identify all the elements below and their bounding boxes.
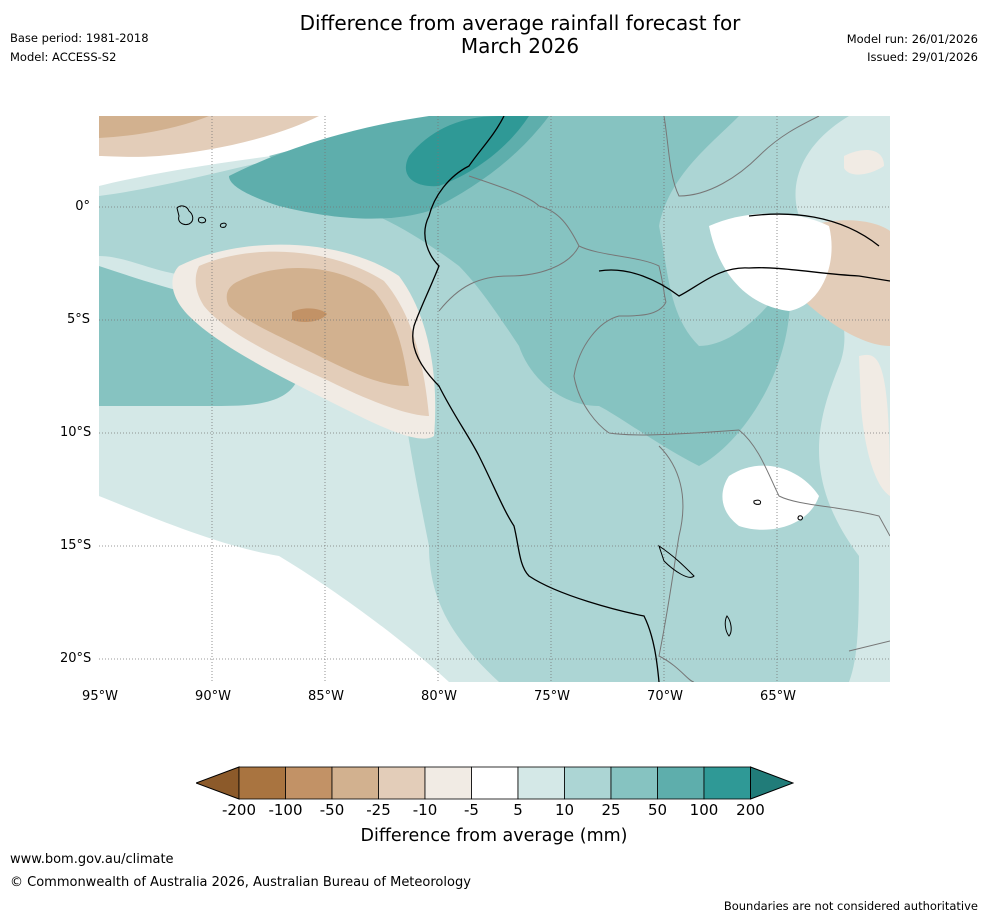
galapagos-islands (176, 205, 227, 228)
base-period-text: Base period: 1981-2018 (10, 31, 149, 45)
legend-swatch (238, 766, 286, 800)
legend-tick-label: -10 (412, 801, 438, 819)
x-tick-label: 65°W (760, 689, 796, 704)
legend-colorbar (196, 766, 794, 800)
x-tick-label: 90°W (195, 689, 231, 704)
map-title-line1: Difference from average rainfall forecas… (299, 11, 741, 35)
model-text: Model: ACCESS-S2 (10, 50, 117, 64)
y-tick-label: 0° (75, 199, 90, 214)
legend-tick-label: 5 (513, 801, 523, 819)
legend-tick-label: 200 (736, 801, 765, 819)
copyright-text: © Commonwealth of Australia 2026, Austra… (10, 875, 471, 890)
x-tick-label: 80°W (421, 689, 457, 704)
contour-white-south (722, 465, 819, 530)
model-run-text: Model run: 26/01/2026 (846, 32, 978, 46)
legend-swatch (657, 766, 705, 800)
x-tick-label: 75°W (534, 689, 570, 704)
bom-url-link[interactable]: www.bom.gov.au/climate (10, 852, 174, 867)
y-tick-label: 15°S (60, 538, 92, 553)
legend-arrow-high (750, 766, 794, 800)
map-title-line2: March 2026 (460, 34, 580, 58)
coastline (412, 116, 890, 682)
rainfall-map-svg (99, 116, 890, 682)
contour-neg50-neg100 (292, 308, 327, 322)
legend-tick-label: 50 (647, 801, 668, 819)
issued-text: Issued: 29/01/2026 (867, 50, 978, 64)
legend-tick-label: -25 (366, 801, 391, 819)
legend-swatch (378, 766, 426, 800)
y-tick-label: 5°S (66, 312, 90, 327)
legend-swatch (564, 766, 612, 800)
contour-white-east (709, 213, 832, 311)
legend-arrow-low (196, 766, 240, 800)
legend-tick-label: -50 (319, 801, 345, 819)
legend-tick-label: -5 (464, 801, 479, 819)
y-tick-label: 20°S (60, 651, 92, 666)
legend-swatch (703, 766, 751, 800)
legend-tick-label: 25 (601, 801, 621, 819)
contour-right-dry3 (844, 150, 884, 175)
legend-tick-label: -100 (268, 801, 303, 819)
legend-swatch (471, 766, 519, 800)
x-tick-label: 95°W (82, 689, 118, 704)
legend-swatch (331, 766, 379, 800)
x-tick-label: 85°W (308, 689, 344, 704)
map-title: Difference from average rainfall forecas… (220, 12, 820, 58)
rainfall-map (99, 116, 890, 682)
legend-swatch (285, 766, 333, 800)
contour-topleft-dry2 (99, 116, 209, 138)
legend-swatch (610, 766, 658, 800)
legend-tick-label: 100 (689, 801, 719, 819)
disclaimer-text: Boundaries are not considered authoritat… (723, 899, 978, 913)
legend-title: Difference from average (mm) (360, 826, 628, 846)
contour-100-200 (405, 116, 529, 187)
legend-swatch (517, 766, 565, 800)
country-boundaries (438, 116, 890, 682)
contour-right-dry2 (859, 354, 890, 496)
contour-25-50 (99, 266, 299, 406)
x-tick-label: 70°W (647, 689, 683, 704)
contour-neg25-neg50 (226, 268, 409, 386)
legend-swatch (424, 766, 472, 800)
y-tick-label: 10°S (60, 425, 92, 440)
lake-islands (658, 499, 803, 637)
legend-tick-label: 10 (554, 801, 575, 819)
legend-tick-label: -200 (221, 801, 257, 819)
